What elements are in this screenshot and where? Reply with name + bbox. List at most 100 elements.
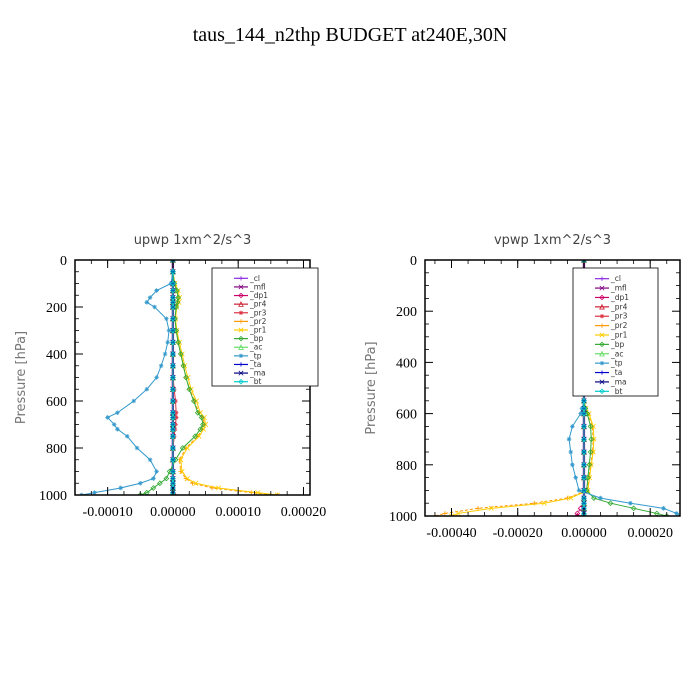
series-point-tp bbox=[147, 457, 153, 463]
series-point-bt bbox=[170, 468, 176, 475]
legend-marker-mfl bbox=[599, 285, 605, 291]
series-point-tp bbox=[661, 506, 666, 511]
series-point-bt bbox=[581, 436, 587, 443]
series-point-bp bbox=[630, 505, 637, 512]
legend-marker-cl bbox=[599, 276, 605, 281]
series-point-pr2 bbox=[475, 506, 481, 511]
legend-label: _bp bbox=[610, 340, 625, 349]
legend-label: _mfl bbox=[610, 284, 627, 293]
series-point-bp bbox=[198, 414, 205, 421]
series-point-pr1 bbox=[455, 510, 461, 516]
series-point-pr1 bbox=[201, 426, 207, 432]
series-point-bt bbox=[170, 414, 176, 421]
y-tick-label: 1000 bbox=[39, 489, 67, 504]
legend-marker-bt bbox=[599, 388, 605, 395]
legend-label: _pr3 bbox=[249, 308, 267, 317]
series-point-pr1 bbox=[448, 513, 455, 516]
legend-label: _pr1 bbox=[249, 326, 267, 335]
series-point-tp bbox=[154, 288, 159, 293]
series-point-bp bbox=[587, 423, 594, 430]
series-point-bt bbox=[581, 461, 587, 468]
legend-box bbox=[211, 267, 319, 387]
series-point-tp bbox=[144, 300, 150, 305]
series-point-bt bbox=[170, 339, 176, 346]
legend-marker-ta bbox=[238, 362, 244, 367]
series-point-tp bbox=[137, 480, 143, 486]
legend-label: _bt bbox=[610, 387, 623, 396]
vpwp-panel: vpwp 1xm^2/s^3 Pressure [hPa] 0 200 400 600 80… bbox=[364, 233, 681, 541]
series-group bbox=[79, 260, 280, 495]
series-point-bt bbox=[170, 426, 176, 433]
series-point-tp bbox=[118, 485, 123, 491]
series-point-tp bbox=[151, 476, 156, 481]
series-point-bt bbox=[170, 287, 176, 294]
panel-title: vpwp 1xm^2/s^3 bbox=[494, 233, 611, 248]
series-point-bt bbox=[170, 362, 176, 369]
series-point-bp bbox=[180, 362, 187, 369]
legend-marker-bt bbox=[238, 378, 244, 385]
x-tick-label: 0.00020 bbox=[627, 526, 673, 541]
x-tick-label: 0.00000 bbox=[150, 505, 196, 520]
series-point-bp bbox=[607, 500, 614, 507]
series-point-tp bbox=[154, 375, 159, 380]
series-point-bt bbox=[581, 423, 587, 430]
series-point-tp bbox=[158, 363, 164, 369]
series-point-pr2 bbox=[531, 500, 537, 506]
series-point-ma bbox=[581, 260, 587, 263]
series-point-bt bbox=[581, 410, 587, 417]
series-point-tp bbox=[115, 426, 120, 432]
legend-label: _dp1 bbox=[249, 291, 268, 300]
panel-title: upwp 1xm^2/s^3 bbox=[134, 233, 252, 248]
series-point-pr1 bbox=[568, 495, 574, 501]
series-point-pr2 bbox=[442, 511, 448, 516]
series-point-bt bbox=[581, 487, 587, 494]
x-tick-label: 0.00020 bbox=[281, 505, 327, 520]
x-tick-label: -0.00040 bbox=[426, 526, 476, 541]
y-tick-label: 0 bbox=[410, 254, 417, 269]
series-point-bp bbox=[591, 495, 597, 501]
series-point-tp bbox=[134, 445, 140, 451]
series-point-bt bbox=[170, 445, 176, 451]
series-point-bp bbox=[175, 294, 182, 301]
series-point-bt bbox=[170, 398, 176, 404]
series-point-tp bbox=[124, 433, 130, 439]
legend-label: _ta bbox=[249, 360, 261, 369]
legend-label: _bt bbox=[249, 377, 262, 386]
legend-marker-pr4 bbox=[238, 301, 244, 307]
y-axis-label: Pressure [hPa] bbox=[14, 331, 29, 424]
legend-label: _ac bbox=[249, 343, 262, 352]
series-point-bp bbox=[183, 374, 189, 381]
series-point-tp bbox=[131, 398, 137, 404]
legend-label: _bp bbox=[249, 334, 264, 343]
y-tick-label: 1000 bbox=[389, 510, 417, 525]
legend-marker-bp bbox=[599, 341, 605, 348]
series-point-pr1 bbox=[184, 475, 190, 482]
y-tick-label: 400 bbox=[46, 348, 67, 363]
series-point-pr1 bbox=[255, 490, 261, 495]
series-point-pr3 bbox=[173, 415, 179, 420]
series-point-bt bbox=[170, 374, 176, 381]
series-point-ma bbox=[170, 260, 176, 263]
series-point-bt bbox=[581, 513, 587, 516]
y-tick-label: 200 bbox=[396, 305, 417, 320]
series-point-pr1 bbox=[184, 445, 190, 451]
series-point-bp bbox=[177, 351, 184, 357]
series-point-tp bbox=[144, 386, 150, 392]
y-tick-label: 400 bbox=[396, 356, 417, 371]
series-point-tp bbox=[164, 316, 169, 322]
x-tick-label: -0.00020 bbox=[493, 526, 543, 541]
series-line-pr1 bbox=[451, 260, 595, 516]
series-point-tp bbox=[598, 495, 603, 501]
series-point-pr1 bbox=[541, 500, 547, 506]
series-point-bt bbox=[581, 449, 587, 455]
series-point-pr1 bbox=[196, 433, 202, 439]
legend-label: _pr2 bbox=[249, 317, 267, 326]
series-point-bp bbox=[163, 475, 170, 482]
legend-marker-pr2 bbox=[238, 319, 244, 324]
legend-label: _pr3 bbox=[610, 312, 628, 321]
series-point-bp bbox=[587, 449, 594, 455]
x-tick-label: -0.00010 bbox=[83, 505, 133, 520]
legend-marker-pr4 bbox=[599, 303, 605, 310]
y-tick-label: 200 bbox=[46, 301, 67, 316]
